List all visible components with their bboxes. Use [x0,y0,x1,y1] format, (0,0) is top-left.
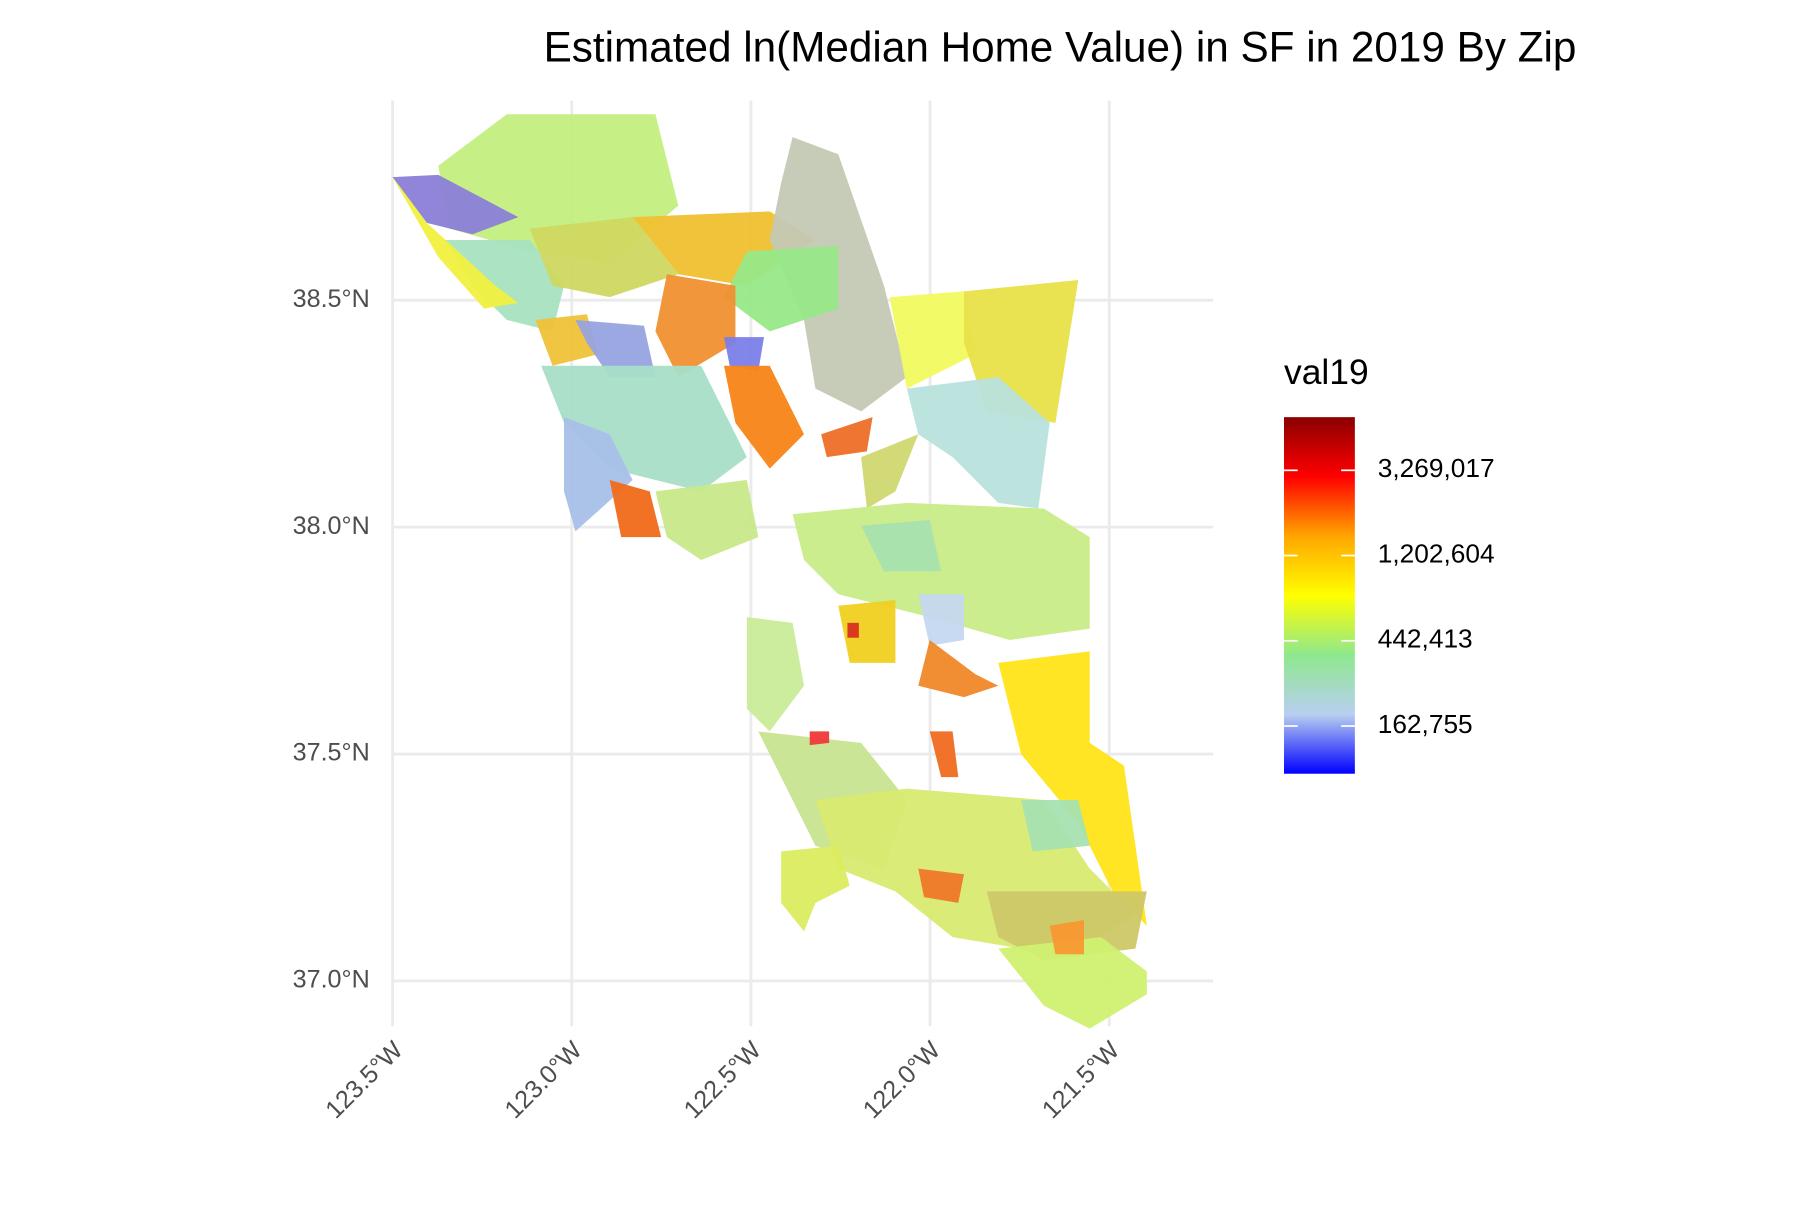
x-tick-label: 121.5°W [1037,1036,1125,1124]
y-tick-label: 37.5°N [293,739,370,767]
legend-label: 3,269,017 [1378,453,1495,483]
y-tick-label: 38.5°N [293,285,370,313]
legend-title: val19 [1284,352,1369,392]
y-tick-label: 38.0°N [293,512,370,540]
legend: 162,755 442,413 1,202,604 3,269,017 [1283,417,1495,774]
x-tick-label: 122.0°W [858,1036,946,1124]
colorbar [1284,417,1355,774]
legend-label: 162,755 [1378,709,1473,739]
y-tick-label: 37.0°N [293,966,370,994]
legend-label: 1,202,604 [1378,538,1495,568]
zip-regions [392,114,1147,1029]
x-tick-label: 123.0°W [499,1036,587,1124]
x-tick-label: 122.5°W [679,1036,767,1124]
chart-title: Estimated ln(Median Home Value) in SF in… [544,23,1577,70]
legend-label: 442,413 [1378,624,1473,654]
x-tick-label: 123.5°W [320,1036,408,1124]
